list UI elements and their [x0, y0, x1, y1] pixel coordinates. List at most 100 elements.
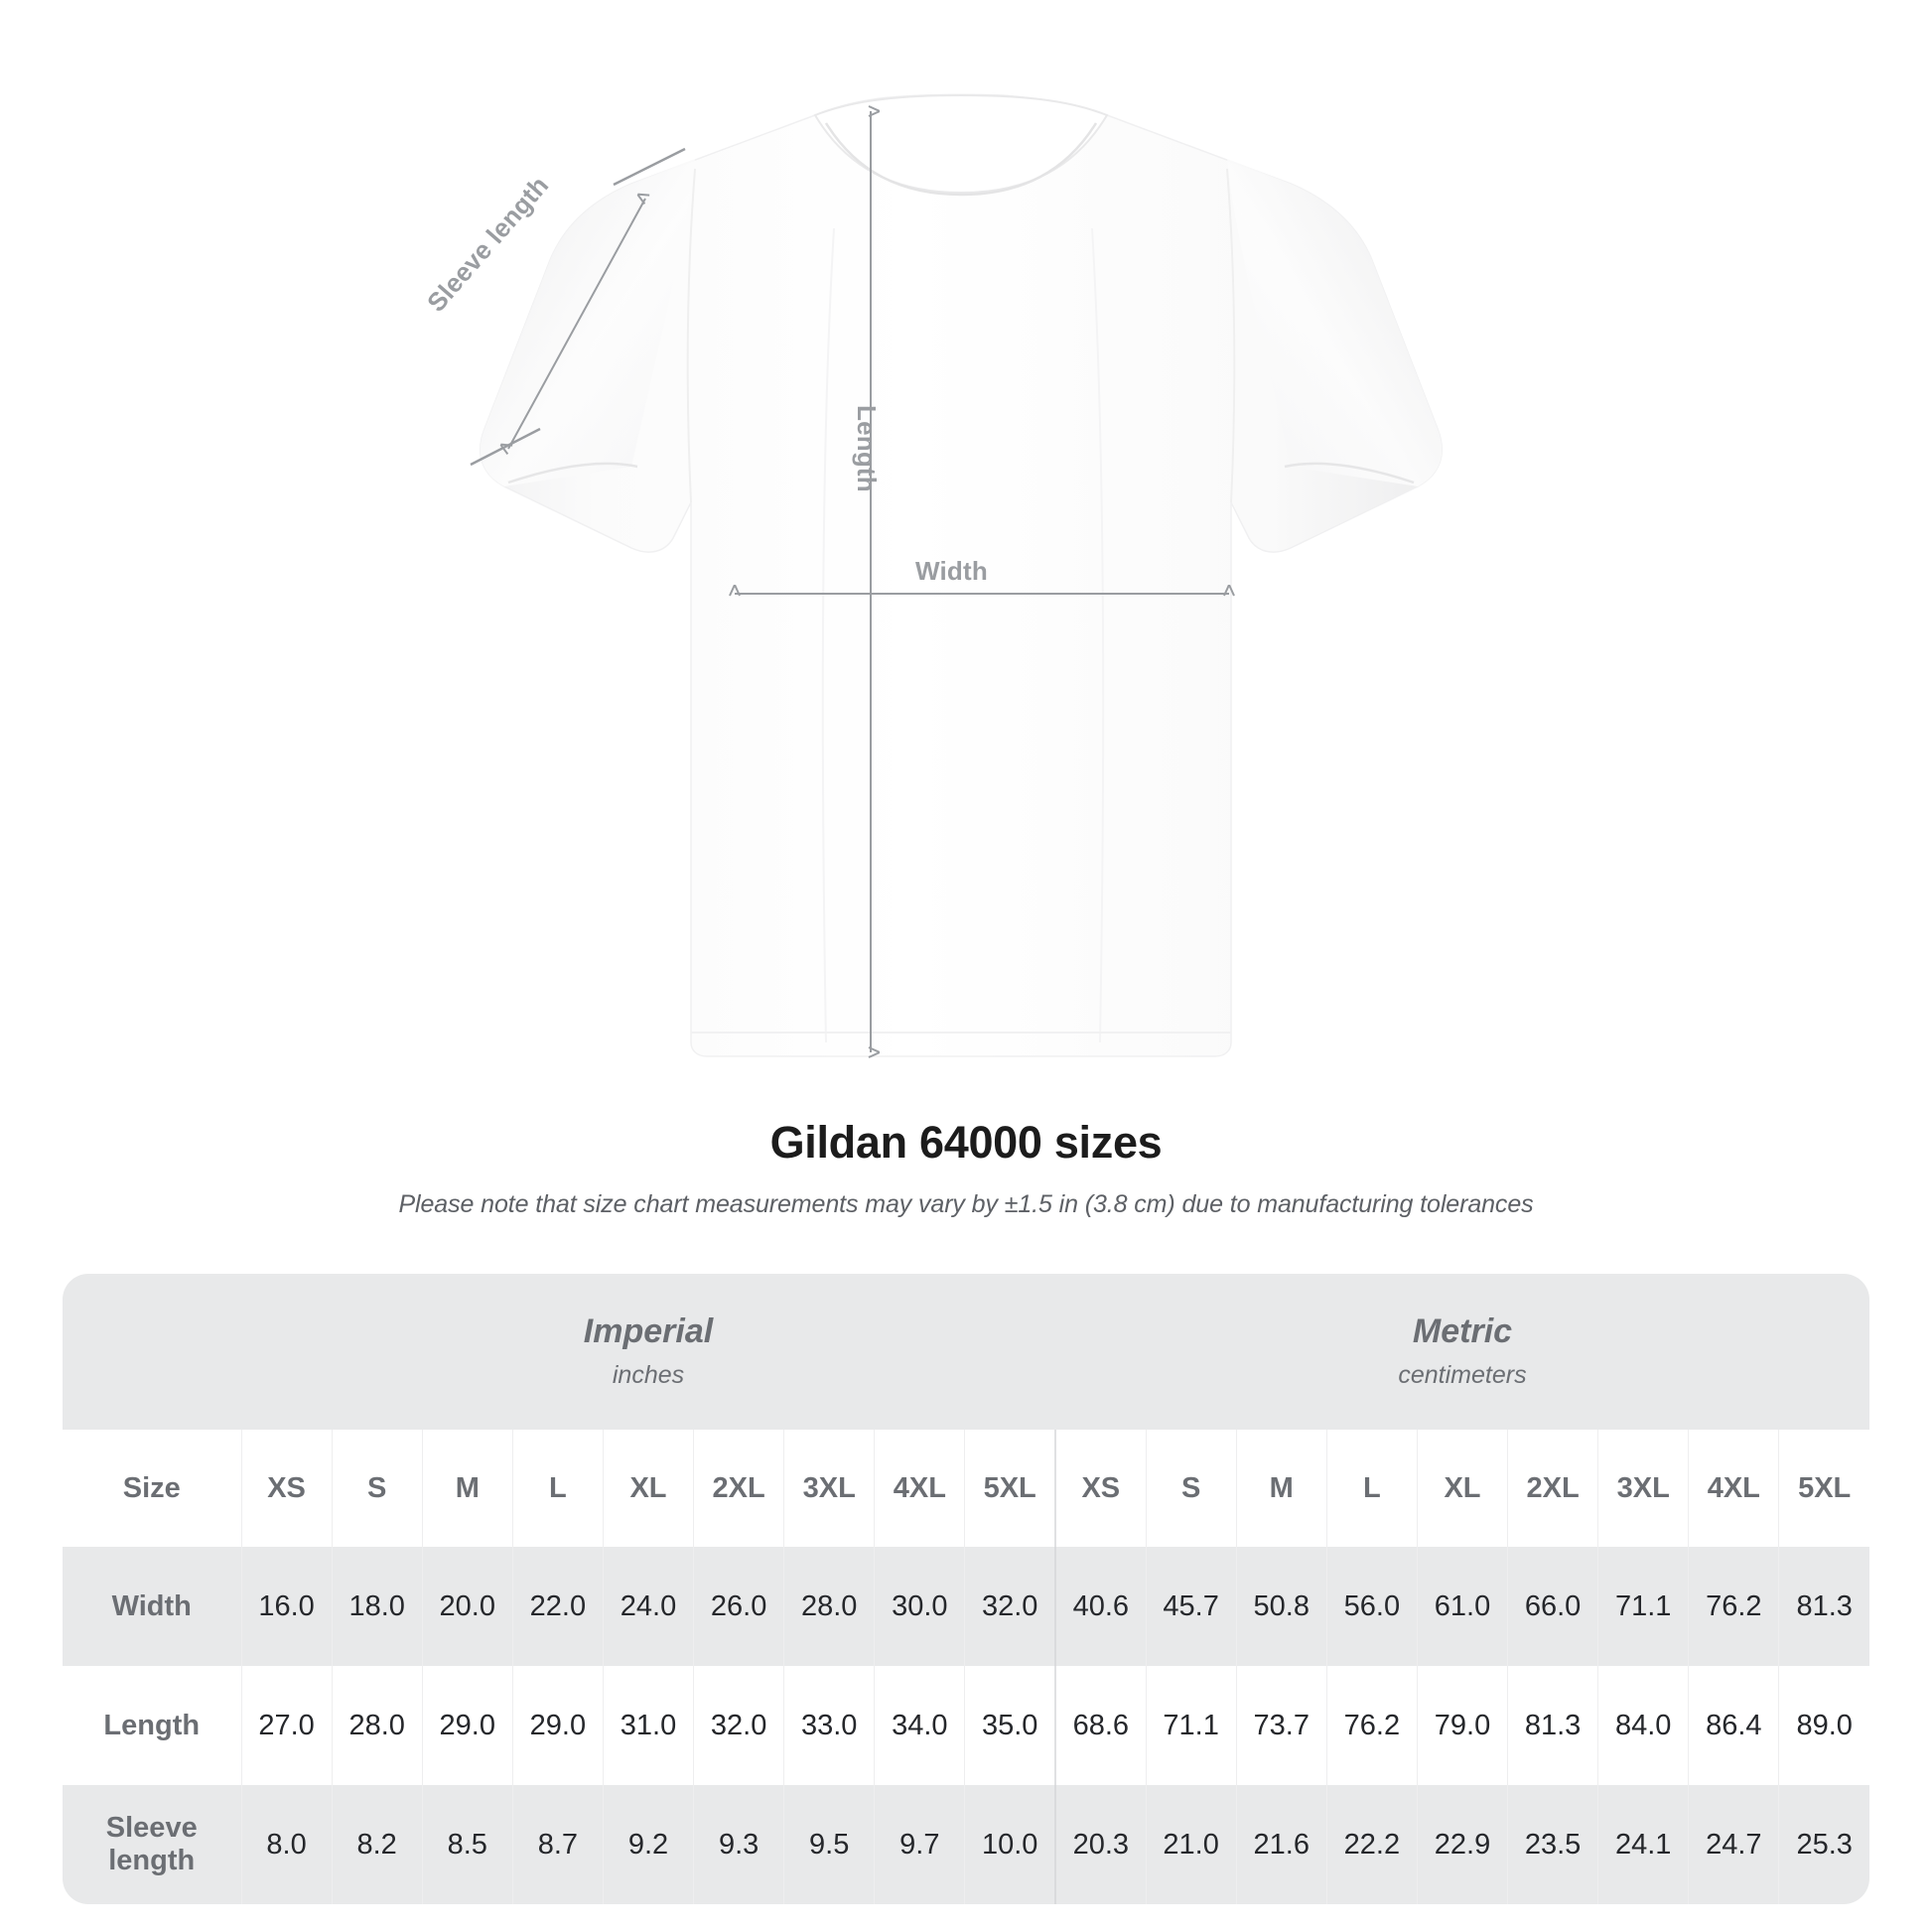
width-imperial-3xl: 28.0: [783, 1547, 875, 1666]
sleeve-tick-bottom: [470, 427, 541, 467]
table-row-width: Width 16.0 18.0 20.0 22.0 24.0 26.0 28.0…: [63, 1547, 1869, 1666]
sleeve-length-arrow: [508, 199, 645, 449]
length-metric-2xl: 81.3: [1507, 1666, 1598, 1785]
length-metric-3xl: 84.0: [1597, 1666, 1689, 1785]
tshirt-diagram-svg: [470, 93, 1443, 1097]
width-imperial-2xl: 26.0: [693, 1547, 784, 1666]
width-metric-xs: 40.6: [1053, 1547, 1147, 1666]
row-label-sleeve-length: Sleeve length: [63, 1785, 241, 1904]
length-metric-4xl: 86.4: [1688, 1666, 1779, 1785]
table-row-sleeve-length: Sleeve length 8.0 8.2 8.5 8.7 9.2 9.3 9.…: [63, 1785, 1869, 1904]
size-header-imperial-m: M: [421, 1430, 513, 1547]
system-metric-unit: centimeters: [1398, 1360, 1527, 1389]
size-table-container: Imperial inches Metric centimeters Size …: [63, 1274, 1869, 1904]
size-header-imperial-2xl: 2XL: [693, 1430, 784, 1547]
sleeve-metric-2xl: 23.5: [1507, 1785, 1598, 1904]
tshirt-shape: [480, 93, 1443, 1057]
length-imperial-m: 29.0: [421, 1666, 513, 1785]
sleeve-metric-5xl: 25.3: [1778, 1785, 1869, 1904]
sleeve-metric-3xl: 24.1: [1597, 1785, 1689, 1904]
sleeve-metric-4xl: 24.7: [1688, 1785, 1779, 1904]
tshirt-illustration: Sleeve length Length Width: [421, 93, 1443, 1097]
sleeve-metric-s: 21.0: [1145, 1785, 1237, 1904]
sleeve-imperial-2xl: 9.3: [693, 1785, 784, 1904]
sleeve-imperial-xs: 8.0: [240, 1785, 333, 1904]
size-header-metric-5xl: 5XL: [1778, 1430, 1869, 1547]
width-metric-5xl: 81.3: [1778, 1547, 1869, 1666]
page-title: Gildan 64000 sizes: [769, 1117, 1163, 1168]
size-header-imperial-l: L: [511, 1430, 604, 1547]
width-metric-4xl: 76.2: [1688, 1547, 1779, 1666]
width-metric-xl: 61.0: [1416, 1547, 1508, 1666]
length-metric-l: 76.2: [1325, 1666, 1418, 1785]
width-imperial-4xl: 30.0: [874, 1547, 965, 1666]
length-imperial-4xl: 34.0: [874, 1666, 965, 1785]
length-imperial-5xl: 35.0: [964, 1666, 1055, 1785]
size-header-metric-3xl: 3XL: [1597, 1430, 1689, 1547]
width-metric-m: 50.8: [1235, 1547, 1327, 1666]
sleeve-imperial-4xl: 9.7: [874, 1785, 965, 1904]
system-metric-cell: Metric centimeters: [1054, 1274, 1869, 1430]
sleeve-imperial-l: 8.7: [511, 1785, 604, 1904]
sleeve-metric-xl: 22.9: [1416, 1785, 1508, 1904]
length-imperial-3xl: 33.0: [783, 1666, 875, 1785]
system-metric-name: Metric: [1412, 1312, 1513, 1351]
size-header-metric-4xl: 4XL: [1688, 1430, 1779, 1547]
length-metric-s: 71.1: [1145, 1666, 1237, 1785]
row-label-length: Length: [63, 1666, 241, 1785]
sleeve-metric-m: 21.6: [1235, 1785, 1327, 1904]
sleeve-imperial-m: 8.5: [421, 1785, 513, 1904]
system-header-row: Imperial inches Metric centimeters: [63, 1274, 1869, 1430]
width-label: Width: [915, 556, 988, 586]
width-metric-2xl: 66.0: [1507, 1547, 1598, 1666]
size-table: Imperial inches Metric centimeters Size …: [63, 1274, 1869, 1904]
size-header-row: Size XS S M L XL 2XL 3XL 4XL 5XL XS S M …: [63, 1430, 1869, 1547]
size-header-imperial-3xl: 3XL: [783, 1430, 875, 1547]
size-header-metric-xl: XL: [1416, 1430, 1508, 1547]
length-imperial-2xl: 32.0: [693, 1666, 784, 1785]
size-header-metric-s: S: [1145, 1430, 1237, 1547]
table-row-length: Length 27.0 28.0 29.0 29.0 31.0 32.0 33.…: [63, 1666, 1869, 1785]
system-spacer-cell: [63, 1274, 241, 1430]
width-imperial-xl: 24.0: [602, 1547, 694, 1666]
size-header-metric-l: L: [1325, 1430, 1418, 1547]
system-imperial-cell: Imperial inches: [241, 1274, 1055, 1430]
system-imperial-unit: inches: [612, 1360, 685, 1389]
width-imperial-l: 22.0: [511, 1547, 604, 1666]
length-metric-xl: 79.0: [1416, 1666, 1508, 1785]
tolerance-note: Please note that size chart measurements…: [398, 1190, 1534, 1218]
width-imperial-s: 18.0: [331, 1547, 423, 1666]
length-imperial-s: 28.0: [331, 1666, 423, 1785]
size-header-imperial-5xl: 5XL: [964, 1430, 1055, 1547]
length-label: Length: [852, 405, 882, 492]
size-header-imperial-s: S: [331, 1430, 423, 1547]
length-metric-m: 73.7: [1235, 1666, 1327, 1785]
width-imperial-m: 20.0: [421, 1547, 513, 1666]
width-metric-l: 56.0: [1325, 1547, 1418, 1666]
sleeve-metric-l: 22.2: [1325, 1785, 1418, 1904]
sleeve-imperial-s: 8.2: [331, 1785, 423, 1904]
length-metric-xs: 68.6: [1053, 1666, 1147, 1785]
chart-title-block: Gildan 64000 sizes Please note that size…: [0, 1117, 1932, 1219]
size-header-metric-2xl: 2XL: [1507, 1430, 1598, 1547]
width-imperial-xs: 16.0: [240, 1547, 333, 1666]
width-metric-s: 45.7: [1145, 1547, 1237, 1666]
sleeve-metric-xs: 20.3: [1053, 1785, 1147, 1904]
sleeve-imperial-3xl: 9.5: [783, 1785, 875, 1904]
length-imperial-l: 29.0: [511, 1666, 604, 1785]
sleeve-tick-top: [613, 147, 686, 187]
sleeve-imperial-xl: 9.2: [602, 1785, 694, 1904]
row-label-width: Width: [63, 1547, 241, 1666]
length-metric-5xl: 89.0: [1778, 1666, 1869, 1785]
system-imperial-name: Imperial: [583, 1312, 714, 1351]
measurement-guides: [470, 111, 1229, 1052]
size-header-metric-xs: XS: [1053, 1430, 1147, 1547]
length-imperial-xs: 27.0: [240, 1666, 333, 1785]
width-metric-3xl: 71.1: [1597, 1547, 1689, 1666]
size-header-label: Size: [63, 1430, 241, 1547]
length-imperial-xl: 31.0: [602, 1666, 694, 1785]
size-header-imperial-xs: XS: [240, 1430, 333, 1547]
width-imperial-5xl: 32.0: [964, 1547, 1055, 1666]
size-header-imperial-4xl: 4XL: [874, 1430, 965, 1547]
